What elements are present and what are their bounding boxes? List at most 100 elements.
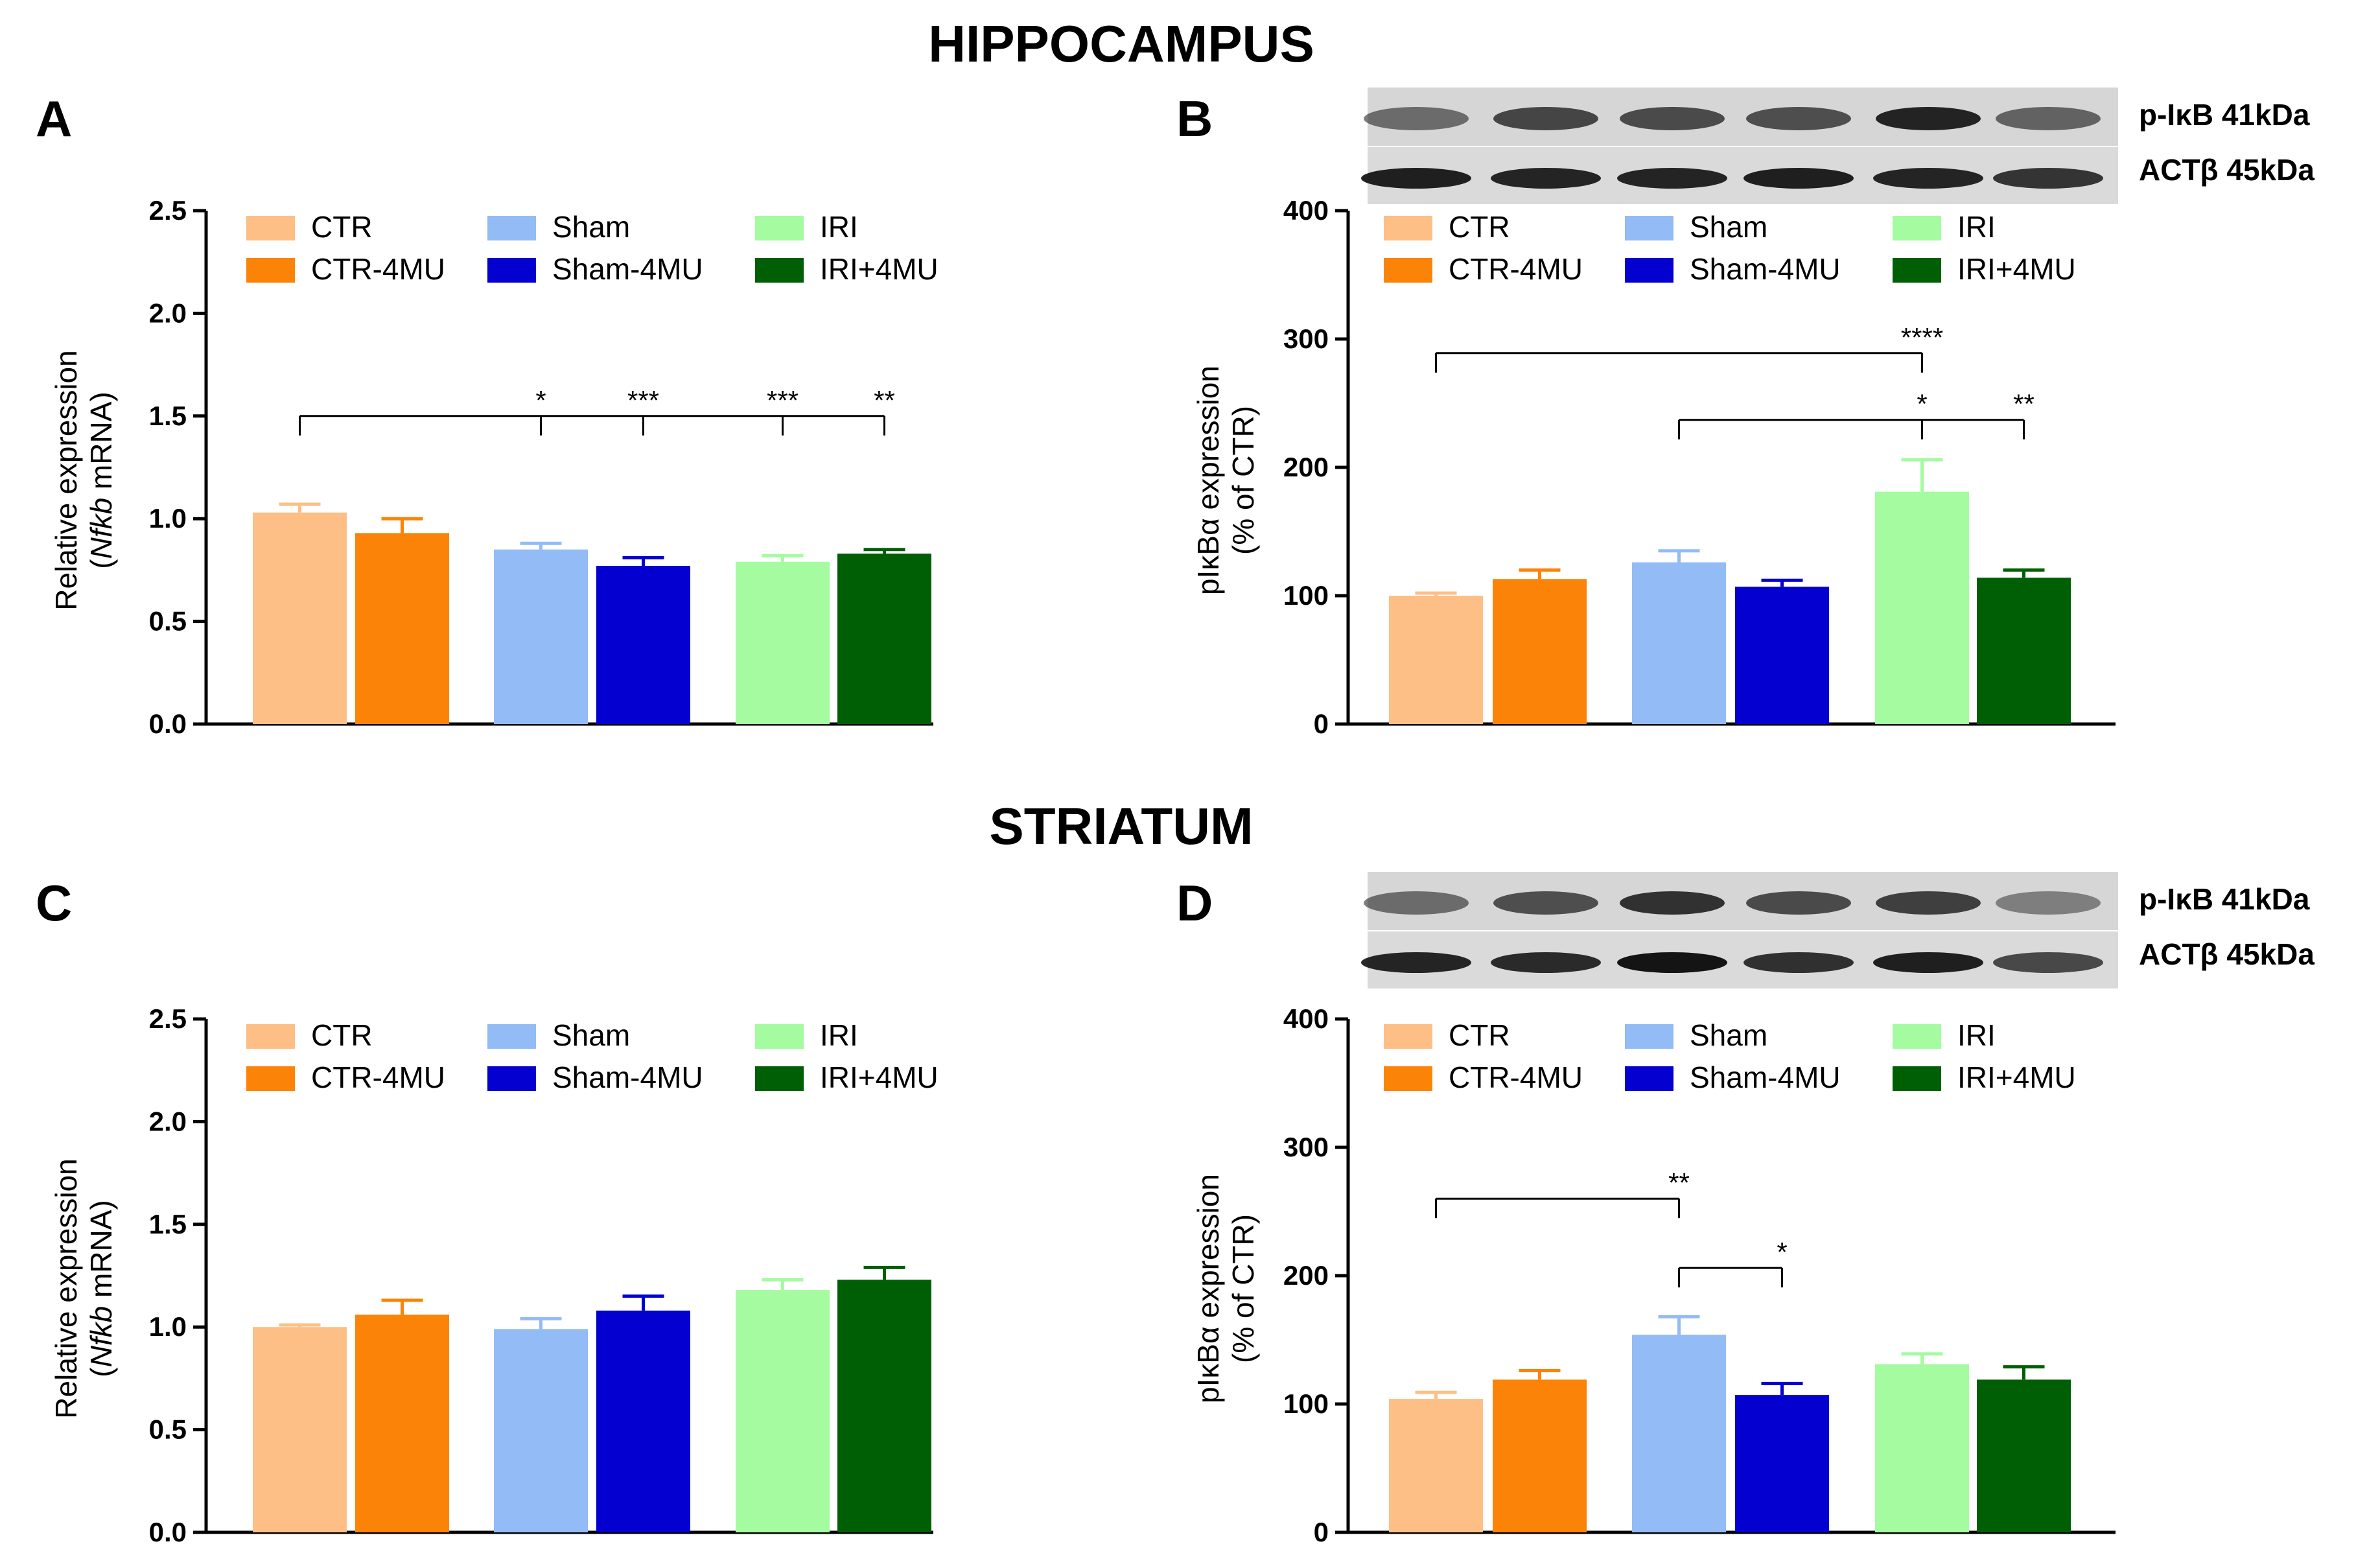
blot-band-pikb <box>1996 891 2101 915</box>
blot-label-pikb: p-IκB 41kDa <box>2139 882 2310 916</box>
y-tick-label-d: 300 <box>1283 1132 1329 1162</box>
legend-label-d: CTR-4MU <box>1449 1060 1583 1094</box>
panel-label-a: A <box>36 90 72 147</box>
y-tick-label-c: 1.5 <box>149 1209 187 1239</box>
y-axis-label-line2-d: (% of CTR) <box>1226 1214 1260 1363</box>
legend-swatch-d <box>1625 1024 1673 1049</box>
legend-label-b: IRI+4MU <box>1957 252 2076 286</box>
blot-band-pikb <box>1996 107 2101 130</box>
panel-a-chart: 0.0 0.5 1.0 1.5 2.0 2.5 Relative expression(Nf… <box>49 195 939 739</box>
y-axis-label-line1-a: Relative expression <box>49 350 83 610</box>
y-axis-label-line2-end-c: mRNA) <box>84 1200 118 1306</box>
legend-swatch-b <box>1384 216 1432 240</box>
y-tick-label-c: 0.0 <box>149 1517 187 1547</box>
sig-label-b: * <box>1917 389 1927 419</box>
y-axis-label-line1-c: Relative expression <box>49 1158 83 1418</box>
bar-b-iri <box>1875 491 1969 724</box>
panel-d-chart: 0 100 200 300 400 pIκBα expression(% of CTR) *… <box>1191 1003 2116 1547</box>
legend-swatch-d <box>1893 1024 1941 1049</box>
y-tick-label-a: 0.5 <box>149 606 187 637</box>
y-tick-label-a: 1.0 <box>149 503 187 533</box>
legend-label-c: IRI <box>820 1018 858 1052</box>
legend-label-c: IRI+4MU <box>820 1060 939 1094</box>
blot-band-pikb <box>1493 891 1598 915</box>
legend-label-a: CTR <box>311 210 373 244</box>
blot-band-actb <box>1993 952 2103 973</box>
legend-swatch-b <box>1384 258 1432 283</box>
bar-b-ctr-4mu <box>1493 579 1587 724</box>
y-tick-label-b: 100 <box>1283 580 1329 611</box>
legend-label-a: Sham <box>552 210 630 244</box>
y-tick-label-d: 0 <box>1314 1517 1329 1547</box>
blot-band-actb <box>1617 952 1727 973</box>
blot-band-pikb <box>1493 107 1598 130</box>
legend-label-d: Sham <box>1690 1018 1767 1052</box>
blot-membrane-1 <box>1368 872 2118 930</box>
legend-label-a: IRI <box>820 210 858 244</box>
bar-b-sham-4mu <box>1735 587 1829 724</box>
blot-band-pikb <box>1620 107 1725 130</box>
blot-band-actb <box>1361 168 1471 189</box>
legend-swatch-b <box>1625 258 1673 283</box>
blot-band-pikb <box>1876 107 1981 130</box>
bar-a-ctr <box>253 512 347 724</box>
sig-label-b: **** <box>1901 322 1943 353</box>
y-tick-label-c: 2.5 <box>149 1003 187 1034</box>
legend-swatch-a <box>246 216 295 240</box>
y-axis-label-b: pIκBα expression(% of CTR) <box>1191 366 1260 595</box>
legend-swatch-b <box>1625 216 1673 240</box>
legend-label-d: IRI <box>1957 1018 1996 1052</box>
legend-label-b: Sham <box>1690 210 1767 244</box>
legend-label-d: CTR <box>1449 1018 1510 1052</box>
legend-swatch-a <box>755 216 804 240</box>
legend-label-a: Sham-4MU <box>552 252 703 286</box>
y-axis-label-italic-a: Nfkb <box>84 498 118 559</box>
y-axis-label-line2-a: ( <box>84 559 118 569</box>
blot-band-actb <box>1491 168 1601 189</box>
section-title-striatum: STRIATUM <box>989 797 1253 855</box>
blot-band-actb <box>1993 168 2103 189</box>
legend-swatch-a <box>246 258 295 283</box>
legend-swatch-d <box>1384 1066 1432 1091</box>
sig-label-d: ** <box>1668 1167 1690 1198</box>
bar-a-sham-4mu <box>596 566 690 724</box>
section-title-hippocampus: HIPPOCAMPUS <box>928 15 1314 73</box>
y-tick-label-c: 2.0 <box>149 1106 187 1136</box>
legend-label-d: Sham-4MU <box>1690 1060 1841 1094</box>
y-axis-label-c: Relative expression(Nfkb mRNA) <box>49 1158 118 1418</box>
bar-d-sham <box>1632 1335 1726 1532</box>
panel-label-b: B <box>1176 90 1213 147</box>
blot-band-pikb <box>1746 891 1851 915</box>
bar-c-iri <box>736 1290 830 1532</box>
legend-swatch-b <box>1893 258 1941 283</box>
legend-swatch-d <box>1625 1066 1673 1091</box>
y-tick-label-b: 200 <box>1283 452 1329 482</box>
legend-label-b: IRI <box>1957 210 1996 244</box>
bar-c-sham <box>494 1329 588 1532</box>
legend-swatch-a <box>487 216 536 240</box>
western-blot-b: p-IκB 41kDa ACTβ 45kDa <box>1361 88 2315 204</box>
blot-band-pikb <box>1364 107 1469 130</box>
y-tick-label-d: 100 <box>1283 1388 1329 1419</box>
y-axis-label-line1-d: pIκBα expression <box>1191 1174 1225 1403</box>
blot-band-pikb <box>1620 891 1725 915</box>
bar-a-iri-4mu <box>837 554 931 724</box>
sig-label-b: ** <box>2013 389 2035 419</box>
panel-c-chart: 0.0 0.5 1.0 1.5 2.0 2.5 Relative expression(Nf… <box>49 1003 939 1547</box>
y-tick-label-d: 400 <box>1283 1003 1329 1034</box>
y-tick-label-c: 0.5 <box>149 1414 187 1445</box>
legend-swatch-a <box>487 258 536 283</box>
y-tick-label-a: 2.5 <box>149 195 187 226</box>
blot-band-actb <box>1743 168 1854 189</box>
y-tick-label-b: 0 <box>1314 708 1329 739</box>
bar-b-ctr <box>1389 596 1483 724</box>
blot-band-actb <box>1743 952 1854 973</box>
y-axis-label-d: pIκBα expression(% of CTR) <box>1191 1174 1260 1403</box>
legend-swatch-c <box>246 1024 295 1049</box>
y-axis-label-line1-b: pIκBα expression <box>1191 366 1225 595</box>
legend-swatch-c <box>246 1066 295 1091</box>
blot-membrane-1 <box>1368 88 2118 146</box>
sig-label-d: * <box>1777 1237 1787 1267</box>
y-tick-label-b: 400 <box>1283 195 1329 226</box>
legend-label-a: CTR-4MU <box>311 252 445 286</box>
